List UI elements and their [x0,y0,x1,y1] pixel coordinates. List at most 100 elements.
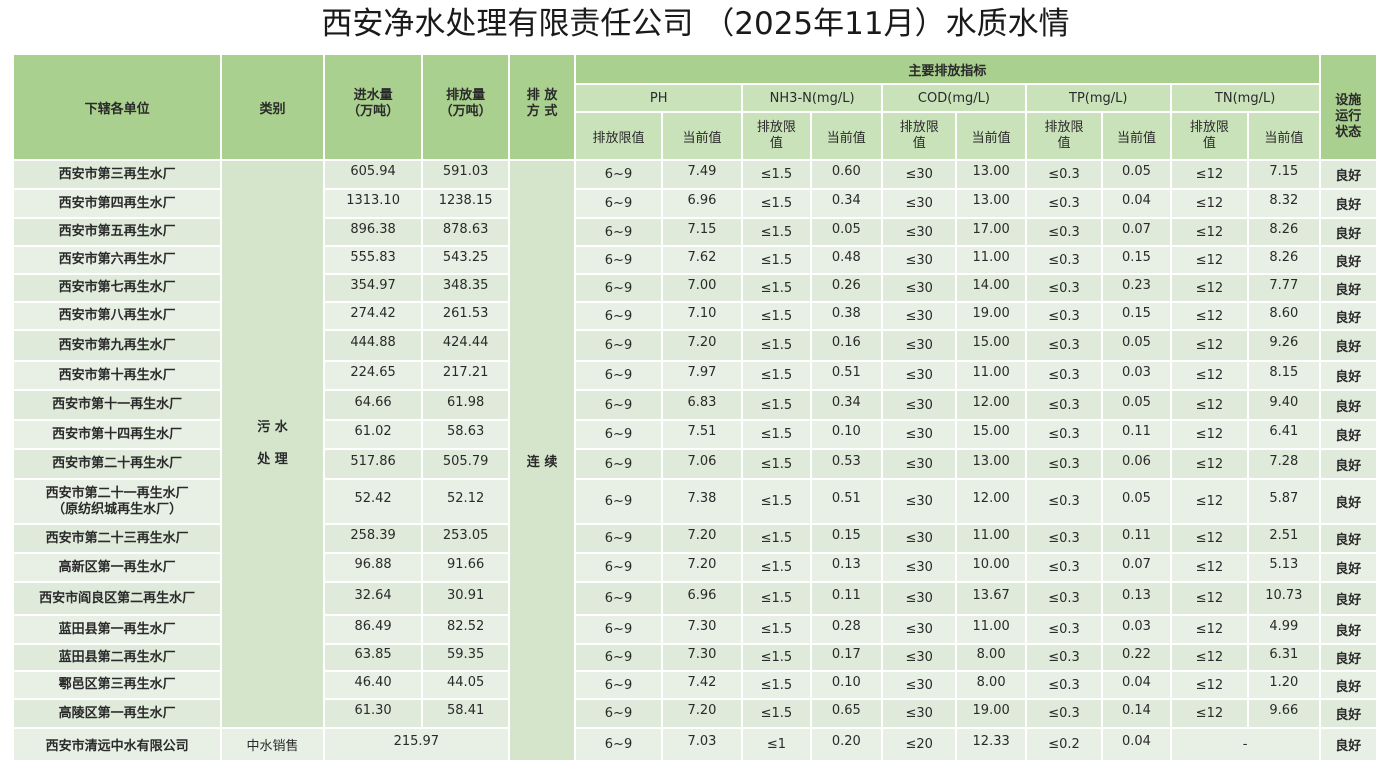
status-badge: 良好 [1318,301,1379,331]
outflow-value: 878.63 [421,217,510,247]
tn-current: 1.20 [1247,670,1321,700]
tp-current: 0.05 [1101,389,1172,421]
table-row: 西安市第二十三再生水厂 258.39 253.05 6~9 7.20 ≤1.5 0.15 ≤3… [11,523,1379,554]
cod-limit: ≤30 [881,301,958,331]
inflow-value: 63.85 [322,643,424,672]
header-group-nh3n: NH3-N(mg/L) [741,83,884,113]
cod-limit: ≤30 [881,643,958,672]
cod-limit: ≤30 [881,614,958,645]
cod-limit: ≤30 [881,273,958,303]
cod-current: 8.00 [955,670,1027,700]
tp-current: 0.11 [1101,523,1172,554]
nh3n-limit: ≤1.5 [741,419,812,450]
outflow-value: 253.05 [421,523,510,554]
header-nh3n-limit: 排放限 值 [741,111,812,161]
header-tn-current: 当前值 [1247,111,1321,161]
ph-limit: 6~9 [574,523,663,554]
header-status: 设施 运行 状态 [1318,53,1379,161]
ph-limit: 6~9 [574,188,663,219]
status-badge: 良好 [1318,478,1379,525]
tp-current: 0.15 [1101,301,1172,331]
unit-name: 西安市第三再生水厂 [11,159,223,190]
nh3n-limit: ≤1.5 [741,448,812,480]
cod-current: 13.00 [955,159,1027,190]
tn-current: 8.32 [1247,188,1321,219]
cod-current: 11.00 [955,360,1027,391]
unit-name: 西安市第九再生水厂 [11,329,223,362]
unit-name: 西安市第五再生水厂 [11,217,223,247]
tn-current: 6.31 [1247,643,1321,672]
tp-current: 0.22 [1101,643,1172,672]
cod-current: 13.67 [955,581,1027,616]
nh3n-limit: ≤1.5 [741,301,812,331]
table-row: 鄠邑区第三再生水厂 46.40 44.05 6~9 7.42 ≤1.5 0.10 ≤30 8.0… [11,670,1379,700]
ph-current: 7.30 [660,614,744,645]
table-row: 西安市第六再生水厂 555.83 543.25 6~9 7.62 ≤1.5 0.48 ≤30 1… [11,245,1379,275]
outflow-value: 91.66 [421,552,510,583]
tn-limit: ≤12 [1169,217,1250,247]
tp-current: 0.14 [1101,698,1172,729]
ph-current: 6.83 [660,389,744,421]
nh3n-current: 0.51 [809,478,884,525]
outflow-value: 543.25 [421,245,510,275]
nh3n-limit: ≤1.5 [741,614,812,645]
header-tp-current: 当前值 [1101,111,1172,161]
tn-current: 7.28 [1247,448,1321,480]
cod-limit: ≤30 [881,245,958,275]
nh3n-limit: ≤1.5 [741,478,812,525]
tn-limit: ≤12 [1169,389,1250,421]
unit-name: 高新区第一再生水厂 [11,552,223,583]
status-badge: 良好 [1318,329,1379,362]
inflow-value: 64.66 [322,389,424,421]
status-badge: 良好 [1318,245,1379,275]
nh3n-current: 0.28 [809,614,884,645]
tn-value: - [1169,727,1321,762]
cod-current: 15.00 [955,419,1027,450]
tn-limit: ≤12 [1169,552,1250,583]
tp-current: 0.04 [1101,188,1172,219]
unit-name: 西安市阎良区第二再生水厂 [11,581,223,616]
tp-limit: ≤0.3 [1024,614,1104,645]
tp-limit: ≤0.3 [1024,329,1104,362]
nh3n-current: 0.34 [809,389,884,421]
ph-current: 7.49 [660,159,744,190]
ph-limit: 6~9 [574,217,663,247]
header-indicators: 主要排放指标 [574,53,1321,85]
unit-name: 西安市第十一再生水厂 [11,389,223,421]
tn-current: 8.15 [1247,360,1321,391]
tp-limit: ≤0.3 [1024,552,1104,583]
header-group-tp: TP(mg/L) [1024,83,1172,113]
inflow-value: 86.49 [322,614,424,645]
cod-limit: ≤30 [881,552,958,583]
status-badge: 良好 [1318,552,1379,583]
cod-limit: ≤30 [881,523,958,554]
status-badge: 良好 [1318,670,1379,700]
ph-current: 7.06 [660,448,744,480]
tp-current: 0.07 [1101,217,1172,247]
table-row: 西安市第二十一再生水厂 （原纺织城再生水厂） 52.42 52.12 6~9 7.38 ≤… [11,478,1379,525]
header-outflow: 排放量 （万吨） [421,53,510,161]
ph-limit: 6~9 [574,552,663,583]
header-nh3n-current: 当前值 [809,111,884,161]
status-badge: 良好 [1318,643,1379,672]
nh3n-current: 0.17 [809,643,884,672]
unit-name: 西安市第二十再生水厂 [11,448,223,480]
ph-current: 7.97 [660,360,744,391]
nh3n-limit: ≤1.5 [741,552,812,583]
inflow-value: 517.86 [322,448,424,480]
volume-value: 215.97 [322,727,510,762]
unit-name: 高陵区第一再生水厂 [11,698,223,729]
cod-limit: ≤20 [881,727,958,762]
status-badge: 良好 [1318,159,1379,190]
ph-current: 7.20 [660,329,744,362]
tn-limit: ≤12 [1169,419,1250,450]
tn-current: 5.87 [1247,478,1321,525]
outflow-value: 44.05 [421,670,510,700]
nh3n-current: 0.11 [809,581,884,616]
tp-current: 0.13 [1101,581,1172,616]
status-badge: 良好 [1318,419,1379,450]
tn-current: 2.51 [1247,523,1321,554]
unit-name: 西安市清远中水有限公司 [11,727,223,762]
nh3n-current: 0.53 [809,448,884,480]
nh3n-current: 0.51 [809,360,884,391]
